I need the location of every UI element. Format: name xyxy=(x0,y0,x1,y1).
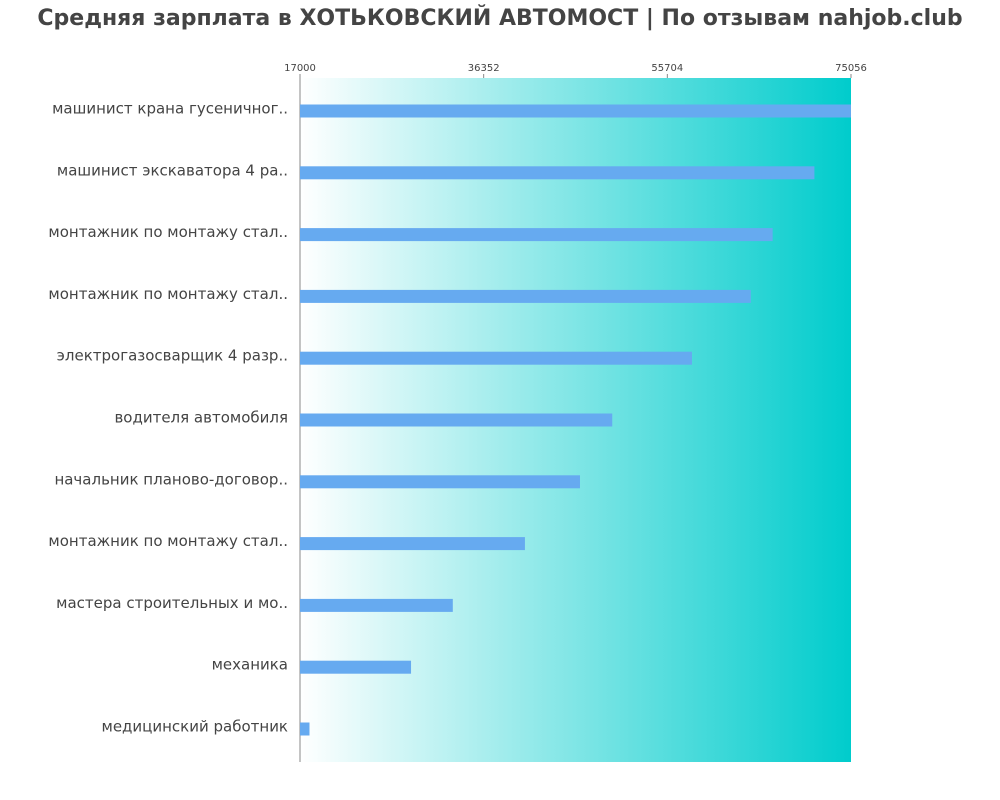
chart-title: Средняя зарплата в ХОТЬКОВСКИЙ АВТОМОСТ … xyxy=(37,5,962,31)
bar xyxy=(300,660,412,674)
bar xyxy=(300,722,310,736)
bar xyxy=(300,351,692,365)
bar xyxy=(300,475,580,489)
y-tick-label: монтажник по монтажу стал.. xyxy=(48,223,288,241)
x-tick-label: 36352 xyxy=(468,63,500,74)
y-tick-label: монтажник по монтажу стал.. xyxy=(48,285,288,303)
x-tick-label: 17000 xyxy=(284,63,316,74)
y-tick-label: механика xyxy=(212,656,288,674)
y-tick-label: мастера строительных и мо.. xyxy=(56,594,288,612)
y-tick-label: водителя автомобиля xyxy=(114,409,288,427)
bar xyxy=(300,104,851,118)
y-tick-label: машинист крана гусеничног.. xyxy=(52,100,288,118)
y-tick-label: медицинский работник xyxy=(102,718,289,736)
bar xyxy=(300,537,525,551)
y-tick-label: электрогазосварщик 4 разр.. xyxy=(57,347,288,365)
y-tick-label: машинист экскаватора 4 ра.. xyxy=(57,161,288,179)
bar xyxy=(300,413,613,427)
x-tick-label: 75056 xyxy=(835,63,867,74)
bar xyxy=(300,598,453,612)
y-tick-label: начальник планово-договор.. xyxy=(54,470,288,488)
bar xyxy=(300,228,773,242)
bar xyxy=(300,166,815,180)
x-tick-label: 55704 xyxy=(651,63,683,74)
y-tick-label: монтажник по монтажу стал.. xyxy=(48,532,288,550)
bar xyxy=(300,289,751,303)
